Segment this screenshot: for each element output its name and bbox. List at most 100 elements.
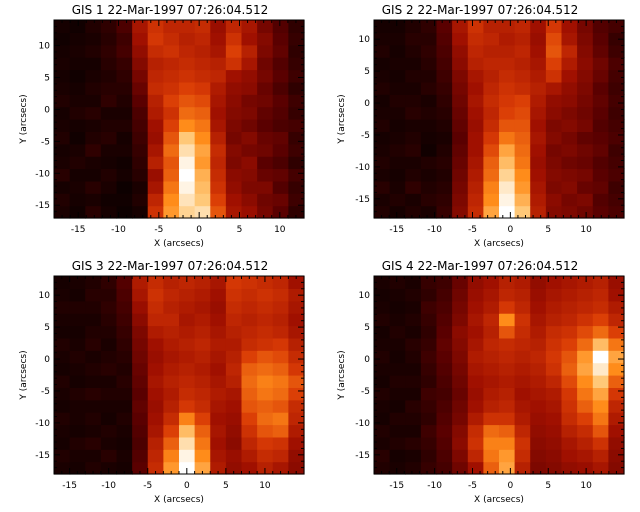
heatmap-cell (147, 168, 164, 182)
heatmap-cell (514, 449, 531, 463)
heatmap-cell (100, 32, 118, 46)
heatmap-cell (436, 375, 453, 388)
heatmap-cell (561, 143, 578, 157)
heatmap-cell (561, 350, 578, 364)
heatmap-cell (179, 94, 196, 108)
heatmap-cell (389, 94, 406, 108)
heatmap-cell (194, 276, 211, 289)
heatmap-cell (288, 205, 305, 219)
heatmap-cell (545, 337, 563, 351)
heatmap-cell (225, 449, 243, 463)
heatmap-cell (100, 20, 118, 33)
heatmap-cell (288, 81, 305, 95)
panel-gis-4: GIS 4 22-Mar-1997 07:26:04.512 -15 -10 -5 0… (337, 259, 625, 505)
heatmap-cell (257, 325, 274, 339)
heatmap-cell (288, 337, 305, 351)
heatmap-cell (420, 362, 438, 376)
heatmap-cell (561, 106, 578, 120)
heatmap-cell (132, 193, 149, 207)
heatmap-cell (483, 193, 500, 207)
heatmap-cell (272, 81, 289, 95)
heatmap-cell (499, 276, 516, 289)
heatmap-cell (467, 387, 484, 401)
heatmap-cell (85, 449, 102, 463)
heatmap-cell (132, 131, 149, 145)
heatmap-cell (608, 288, 625, 302)
heatmap-cell (374, 168, 391, 182)
y-tick-label: -5 (41, 387, 50, 397)
heatmap-cell (225, 106, 243, 120)
heatmap-cell (54, 180, 71, 194)
heatmap-cell (467, 399, 484, 413)
heatmap-cell (561, 325, 578, 339)
heatmap-cell (210, 325, 227, 339)
x-tick-label: -5 (468, 225, 477, 235)
heatmap-cell (530, 424, 547, 438)
heatmap-cell (592, 412, 609, 426)
heatmap-cell (405, 412, 422, 426)
panel-gis-1: GIS 1 22-Mar-1997 07:26:04.512 -15 -10 -5 0… (19, 3, 305, 249)
heatmap-cell (288, 436, 305, 450)
heatmap-cell (225, 69, 243, 83)
x-tick-label: -5 (143, 481, 152, 491)
heatmap-cell (608, 387, 625, 401)
heatmap-cell (389, 44, 406, 58)
heatmap-cell (69, 276, 86, 289)
heatmap-cell (467, 119, 484, 132)
heatmap-cell (420, 313, 438, 327)
heatmap-cell (389, 449, 406, 463)
heatmap-cell (389, 362, 406, 376)
heatmap-cell (257, 424, 274, 438)
heatmap-cell (116, 300, 133, 314)
heatmap-cell (374, 156, 391, 170)
panel-title: GIS 2 22-Mar-1997 07:26:04.512 (382, 3, 579, 17)
heatmap-cell (54, 313, 71, 327)
heatmap-cell (389, 205, 406, 219)
axis-ticks: -15 -10 -5 0 5 10 -15 -10 -5 0 5 10 (35, 19, 305, 235)
heatmap-cell (374, 57, 391, 71)
heatmap-cell (374, 399, 391, 413)
heatmap-cell (257, 350, 274, 364)
heatmap-cell (54, 461, 71, 475)
heatmap-cell (436, 325, 453, 339)
heatmap-cell (452, 325, 469, 339)
heatmap-cell (100, 106, 118, 120)
heatmap-cell (405, 350, 422, 364)
heatmap-cell (116, 57, 133, 71)
heatmap-cell (530, 106, 547, 120)
heatmap-cell (69, 449, 86, 463)
heatmap-cell (257, 119, 274, 132)
heatmap-cell (257, 20, 274, 33)
heatmap-cell (545, 57, 563, 71)
heatmap-cell (288, 325, 305, 339)
heatmap-cell (241, 449, 258, 463)
heatmap-cell (147, 288, 164, 302)
heatmap-cell (514, 424, 531, 438)
heatmap-cell (257, 180, 274, 194)
heatmap-cell (592, 69, 609, 83)
heatmap-cell (225, 119, 243, 132)
heatmap-cell (272, 168, 289, 182)
heatmap-cell (545, 32, 563, 46)
heatmap-cell (288, 57, 305, 71)
heatmap-cell (420, 119, 438, 132)
heatmap-cell (561, 276, 578, 289)
x-tick-label: 0 (507, 481, 513, 491)
heatmap-cell (225, 81, 243, 95)
heatmap-cell (592, 350, 609, 364)
heatmap-cell (467, 436, 484, 450)
heatmap-cell (545, 106, 563, 120)
heatmap-cell (608, 399, 625, 413)
heatmap-cell (194, 436, 211, 450)
heatmap-cell (530, 337, 547, 351)
heatmap-cell (389, 337, 406, 351)
y-tick-label: 5 (364, 67, 370, 77)
panel-gis-2: GIS 2 22-Mar-1997 07:26:04.512 -15 -10 -5 0… (337, 3, 625, 249)
heatmap-cell (592, 375, 609, 388)
heatmap-cell (54, 412, 71, 426)
y-tick-label: -10 (35, 419, 50, 429)
heatmap-cell (499, 300, 516, 314)
heatmap-cell (132, 156, 149, 170)
heatmap-cell (194, 94, 211, 108)
heatmap-cell (69, 350, 86, 364)
